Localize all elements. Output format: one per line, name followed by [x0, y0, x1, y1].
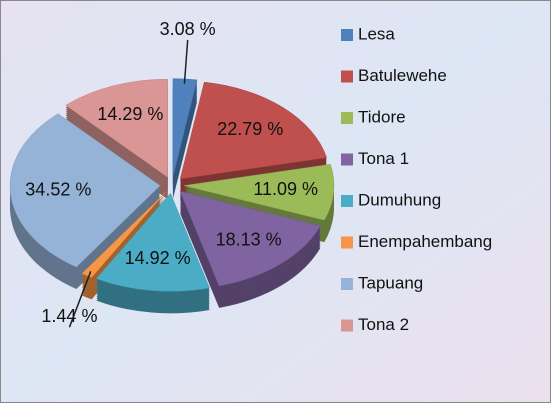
data-label: 18.13 %	[216, 229, 282, 249]
legend-swatch	[341, 29, 353, 41]
legend-label: Tona 1	[358, 149, 409, 168]
data-label: 22.79 %	[217, 119, 283, 139]
legend-label: Tona 2	[358, 315, 409, 334]
slice	[96, 192, 210, 292]
slice	[183, 164, 335, 221]
legend-label: Tapuang	[358, 273, 423, 292]
slice	[9, 113, 161, 268]
legend-swatch	[341, 319, 353, 332]
data-label: 11.09 %	[253, 179, 318, 199]
legend-swatch	[341, 153, 353, 166]
legend-label: Dumuhung	[358, 190, 441, 209]
legend-swatch	[341, 195, 353, 207]
data-label: 3.08 %	[160, 19, 216, 39]
legend-swatch	[341, 278, 353, 290]
slice	[179, 81, 327, 180]
slice	[179, 190, 321, 287]
data-label: 14.29 %	[97, 104, 163, 124]
data-label: 14.92 %	[125, 248, 191, 268]
legend-swatch	[341, 112, 353, 124]
legend-label: Tidore	[358, 107, 406, 126]
leader-line	[183, 40, 189, 84]
leader-line	[68, 271, 92, 328]
legend-swatch	[341, 70, 353, 83]
data-label: 34.52 %	[25, 180, 91, 200]
slice	[65, 78, 168, 178]
slice	[81, 191, 166, 278]
pie: 3.08 % 22.79 % 11.09 % 18.13 % 14.92 % 1.44 %…	[9, 19, 335, 328]
legend-swatch	[341, 236, 353, 249]
legend-label: Lesa	[358, 24, 395, 43]
legend-label: Enempahembang	[358, 232, 492, 251]
legend-label: Batulewehe	[358, 66, 447, 85]
legend: Lesa Batulewehe Tidore Tona 1 Dumuhung Enempa…	[341, 24, 492, 334]
data-label: 1.44 %	[41, 306, 97, 326]
